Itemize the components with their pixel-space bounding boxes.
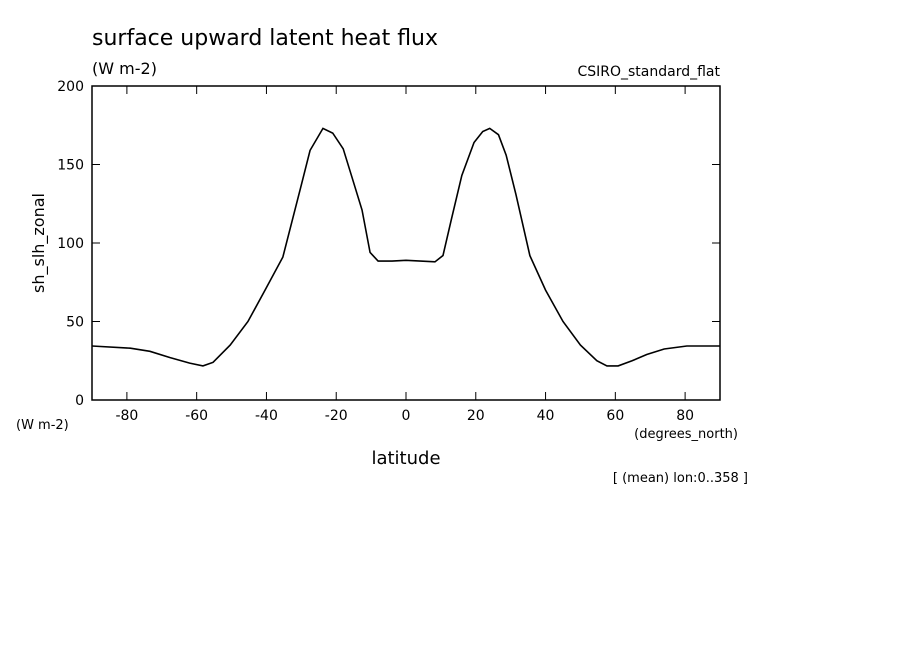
- x-tick-label: 60: [606, 408, 624, 424]
- x-axis-label: latitude: [371, 448, 440, 469]
- x-tick-label: -20: [325, 408, 348, 424]
- plot-frame: [91, 85, 721, 401]
- x-tick-label: 40: [537, 408, 555, 424]
- y-tick-label: 200: [57, 79, 84, 95]
- x-tick-label: 0: [402, 408, 411, 424]
- data-line: [91, 127, 720, 367]
- x-tick-label: -80: [115, 408, 138, 424]
- y-tick-label: 0: [75, 393, 84, 409]
- x-tick-label: -60: [185, 408, 208, 424]
- units-label: (W m-2): [92, 59, 157, 78]
- y-tick-label: 50: [66, 315, 84, 331]
- y-units-label: (W m-2): [16, 418, 69, 433]
- x-tick-label: 20: [467, 408, 485, 424]
- y-axis-label: sh_slh_zonal: [29, 193, 49, 293]
- annotation: [ (mean) lon:0..358 ]: [613, 471, 748, 486]
- y-tick-label: 100: [57, 236, 84, 252]
- x-units-label: (degrees_north): [634, 427, 738, 442]
- x-tick-label: -40: [255, 408, 278, 424]
- x-tick-label: 80: [676, 408, 694, 424]
- y-tick-label: 150: [57, 158, 84, 174]
- chart-title: surface upward latent heat flux: [92, 26, 438, 51]
- model-label: CSIRO_standard_flat: [577, 64, 720, 80]
